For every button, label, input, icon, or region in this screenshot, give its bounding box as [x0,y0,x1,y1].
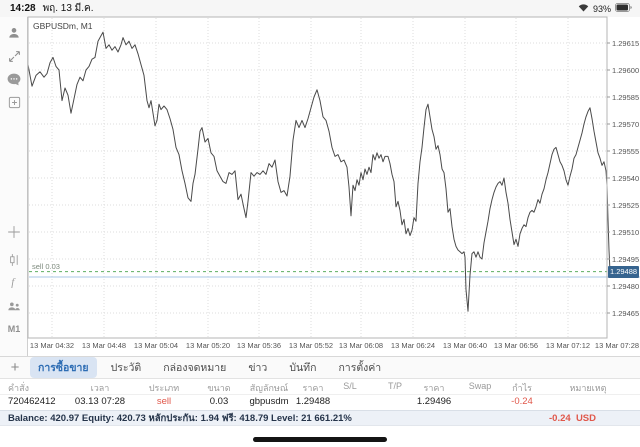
svg-text:f: f [11,276,16,288]
column-header: หมายเหตุ [569,383,607,393]
price-axis-label: 1.29615 [612,38,640,48]
time-axis-label: 13 Mar 05:52 [288,341,334,350]
account-summary-bar: Balance: 420.97 Equity: 420.73 หลักประกั… [0,410,640,426]
column-header: ขนาด [207,383,231,393]
cell: -0.24 [511,396,533,407]
cell: 1.29488 [295,396,331,407]
price-axis-label: 1.29525 [612,200,640,210]
chat-icon[interactable] [0,70,28,88]
clock-time: 14:28 [10,3,36,14]
sell-position-label: sell 0.03 [32,262,60,272]
time-axis-label: 13 Mar 05:20 [185,341,231,350]
tab-settings[interactable]: การตั้งค่า [338,362,382,374]
time-axis-label: 13 Mar 05:36 [236,341,282,350]
column-header: ประเภท [148,383,180,393]
wifi-icon [578,3,589,15]
objects-icon[interactable] [0,297,28,315]
time-axis-label: 13 Mar 05:04 [133,341,179,350]
column-header: สัญลักษณ์ [249,383,289,393]
column-header: เวลา [90,383,110,393]
column-header: กำไร [512,383,532,393]
candles-icon[interactable] [0,251,28,269]
price-axis-label: 1.29600 [612,65,640,75]
time-axis-label: 13 Mar 06:40 [442,341,488,350]
home-indicator[interactable] [253,437,387,442]
cell: gbpusdm [249,396,289,407]
time-axis-label: 13 Mar 04:48 [81,341,127,350]
cell: 03.13 07:28 [74,396,126,407]
price-axis-label: 1.29585 [612,92,640,102]
function-icon[interactable]: f [0,273,28,291]
price-axis-label: 1.29495 [612,254,640,264]
account-icon[interactable] [0,24,28,42]
cell: 1.29496 [416,396,452,407]
time-axis-label: 13 Mar 04:32 [29,341,75,350]
battery-percent: 93% [592,3,611,14]
tab-journal[interactable]: บันทึก [289,362,317,374]
time-axis-label: 13 Mar 06:56 [493,341,539,350]
column-header: ราคา [302,383,324,393]
status-bar: 14:28 พฤ. 13 มี.ค. 93% [0,0,640,17]
current-price-badge: 1.29488 [608,265,639,278]
account-summary-text: Balance: 420.97 Equity: 420.73 หลักประกั… [8,412,352,424]
column-header: Swap [468,381,492,391]
price-axis-label: 1.29480 [612,281,640,291]
tab-trade[interactable]: การซื้อขาย [30,357,97,378]
tab-mailbox[interactable]: กล่องจดหมาย [163,362,227,374]
crosshair-icon[interactable] [0,223,28,241]
tab-history[interactable]: ประวัติ [110,362,142,374]
column-header: ราคา [423,383,445,393]
price-axis-label: 1.29555 [612,146,640,156]
cell: sell [156,396,172,407]
chart-canvas[interactable] [0,0,640,356]
battery-icon [615,2,632,15]
price-axis-label: 1.29570 [612,119,640,129]
bottom-tab-bar: + การซื้อขาย ประวัติ กล่องจดหมาย ข่าว บันทึก… [0,356,640,379]
price-axis-label: 1.29465 [612,308,640,318]
chart-symbol-label: GBPUSDm, M1 [33,21,93,31]
new-order-icon[interactable] [0,93,28,111]
chart-sidebar: f M1 [0,17,28,356]
trade-arrows-icon[interactable] [0,47,28,65]
price-axis-label: 1.29540 [612,173,640,183]
cell: 720462412 [8,396,56,407]
timeframe-button[interactable]: M1 [7,324,21,334]
add-tab-button[interactable]: + [10,359,20,376]
positions-table-header: คำสั่ง เวลา ประเภท ขนาด สัญลักษณ์ ราคา S/L T/P ร… [0,379,640,395]
time-axis-label: 13 Mar 06:24 [390,341,436,350]
column-header: T/P [387,381,403,391]
cell: 0.03 [209,396,229,407]
time-axis-label: 13 Mar 07:12 [545,341,591,350]
floating-profit: -0.24 USD [549,412,596,424]
price-axis-label: 1.29510 [612,227,640,237]
tab-news[interactable]: ข่าว [248,362,268,374]
column-header: S/L [343,381,357,391]
position-row[interactable]: 720462412 03.13 07:28 sell 0.03 gbpusdm 1.294… [0,394,640,410]
status-date: พฤ. 13 มี.ค. [42,3,94,14]
time-axis-label: 13 Mar 06:08 [338,341,384,350]
column-header: คำสั่ง [8,383,29,393]
time-axis-label: 13 Mar 07:28 [594,341,640,350]
